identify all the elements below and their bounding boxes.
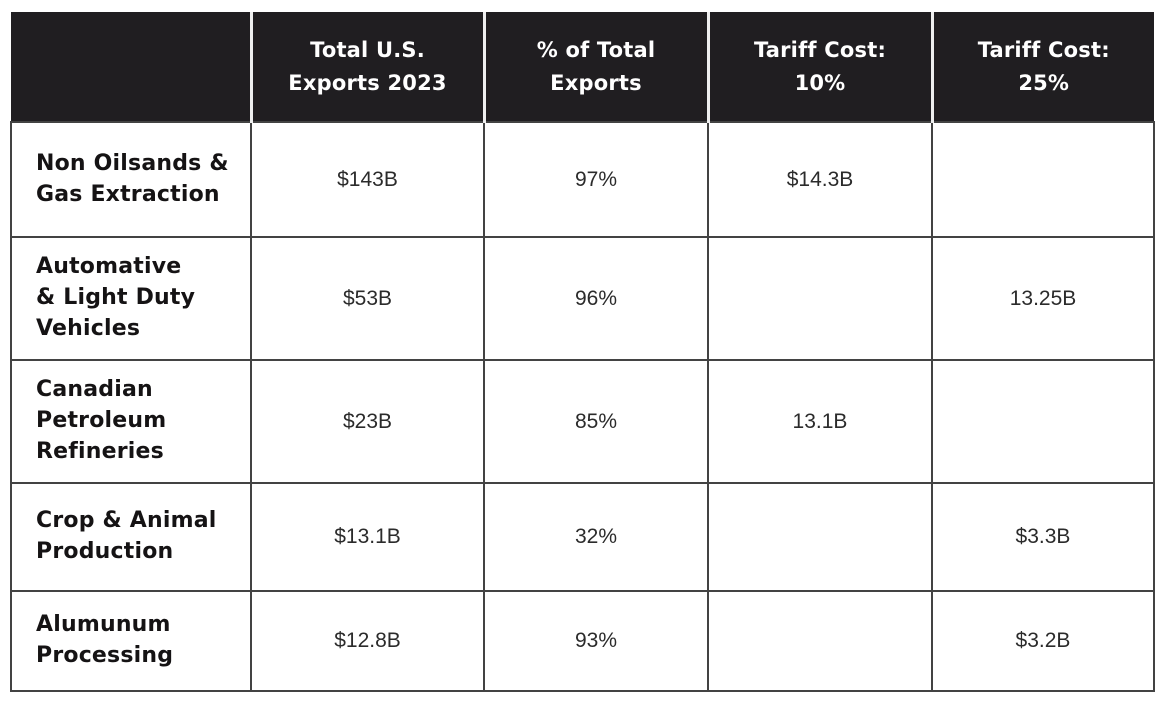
table-header-row: Total U.S. Exports 2023 % of Total Expor… [11, 12, 1154, 122]
table-cell [707, 590, 933, 692]
table-cell: 96% [483, 236, 709, 361]
tariff-table: Total U.S. Exports 2023 % of Total Expor… [10, 12, 1155, 692]
column-header-total-exports: Total U.S. Exports 2023 [249, 12, 484, 122]
table-cell [931, 359, 1155, 484]
row-label: Non Oilsands & Gas Extraction [10, 121, 252, 238]
table-cell: $3.3B [931, 482, 1155, 592]
column-header-tariff-10: Tariff Cost: 10% [706, 12, 932, 122]
table-cell: $13.1B [250, 482, 485, 592]
table-cell: $12.8B [250, 590, 485, 692]
table-cell [707, 236, 933, 361]
table-cell: 97% [483, 121, 709, 238]
table-row-crop-animal: Crop & Animal Production $13.1B 32% $3.3… [10, 482, 1155, 592]
table-cell: $53B [250, 236, 485, 361]
table-cell: 13.1B [707, 359, 933, 484]
column-header-blank [11, 12, 251, 122]
table-cell: 93% [483, 590, 709, 692]
row-label: Crop & Animal Production [10, 482, 252, 592]
row-label: Automative & Light Duty Vehicles [10, 236, 252, 361]
table-cell: $3.2B [931, 590, 1155, 692]
table-cell [931, 121, 1155, 238]
table-cell [707, 482, 933, 592]
table-cell: $143B [250, 121, 485, 238]
row-label: Alumunum Processing [10, 590, 252, 692]
tariff-table-container: Total U.S. Exports 2023 % of Total Expor… [10, 12, 1155, 692]
table-cell: $23B [250, 359, 485, 484]
column-header-tariff-25: Tariff Cost: 25% [930, 12, 1154, 122]
table-cell: $14.3B [707, 121, 933, 238]
table-row-automotive: Automative & Light Duty Vehicles $53B 96… [10, 236, 1155, 361]
table-cell: 32% [483, 482, 709, 592]
table-cell: 13.25B [931, 236, 1155, 361]
table-cell: 85% [483, 359, 709, 484]
row-label: Canadian Petroleum Refineries [10, 359, 252, 484]
column-header-pct-of-total: % of Total Exports [482, 12, 708, 122]
table-row-aluminum: Alumunum Processing $12.8B 93% $3.2B [10, 590, 1155, 692]
table-row-petroleum: Canadian Petroleum Refineries $23B 85% 1… [10, 359, 1155, 484]
table-row-non-oilsands: Non Oilsands & Gas Extraction $143B 97% … [10, 121, 1155, 238]
